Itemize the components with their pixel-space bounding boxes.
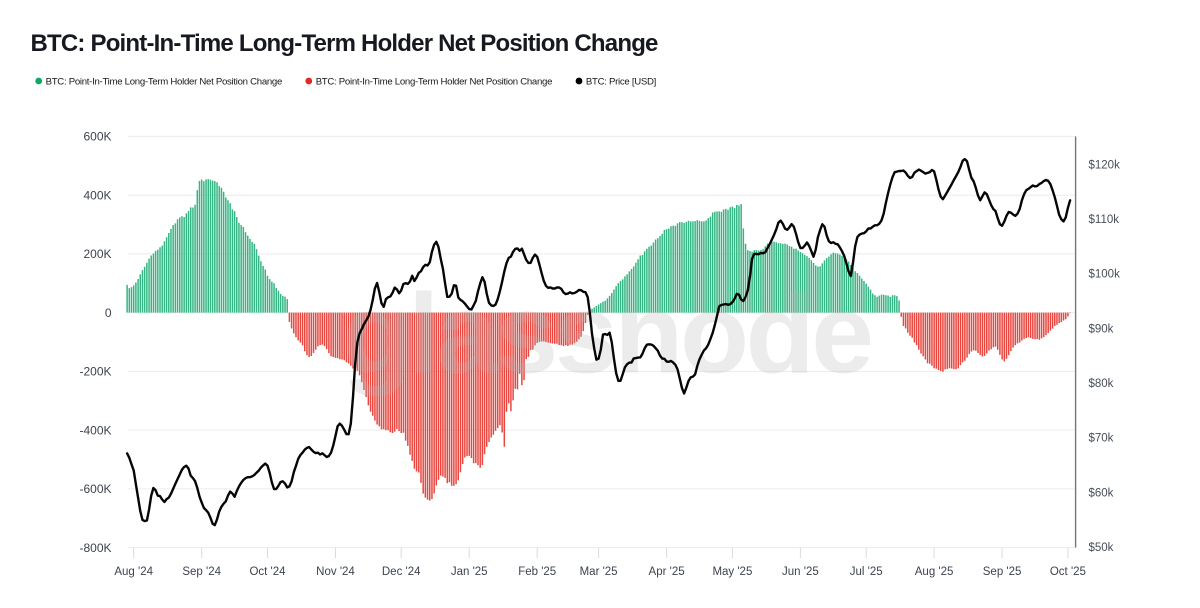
svg-text:-400K: -400K bbox=[79, 423, 111, 437]
svg-text:$90k: $90k bbox=[1089, 323, 1114, 335]
svg-text:$80k: $80k bbox=[1089, 378, 1114, 390]
svg-text:600K: 600K bbox=[83, 130, 111, 144]
svg-text:Aug '25: Aug '25 bbox=[915, 566, 954, 578]
svg-text:400K: 400K bbox=[83, 188, 111, 202]
svg-text:-200K: -200K bbox=[79, 365, 111, 379]
svg-text:Jul '25: Jul '25 bbox=[850, 566, 883, 578]
svg-text:BTC: Point-In-Time Long-Term H: BTC: Point-In-Time Long-Term Holder Net … bbox=[316, 77, 552, 88]
svg-text:BTC: Point-In-Time Long-Term H: BTC: Point-In-Time Long-Term Holder Net … bbox=[46, 77, 282, 88]
svg-text:$60k: $60k bbox=[1089, 487, 1114, 499]
svg-text:$100k: $100k bbox=[1089, 269, 1121, 281]
svg-text:0: 0 bbox=[105, 306, 112, 320]
svg-text:-800K: -800K bbox=[79, 541, 111, 555]
svg-text:-600K: -600K bbox=[79, 482, 111, 496]
svg-text:Sep '25: Sep '25 bbox=[983, 566, 1022, 578]
svg-text:Aug '24: Aug '24 bbox=[114, 566, 153, 578]
svg-text:$120k: $120k bbox=[1089, 159, 1121, 171]
svg-text:Mar '25: Mar '25 bbox=[580, 566, 618, 578]
svg-text:Jun '25: Jun '25 bbox=[782, 566, 819, 578]
svg-text:Nov '24: Nov '24 bbox=[316, 566, 355, 578]
svg-text:BTC: Price [USD]: BTC: Price [USD] bbox=[586, 77, 656, 88]
svg-text:Feb '25: Feb '25 bbox=[518, 566, 556, 578]
svg-text:200K: 200K bbox=[83, 247, 111, 261]
svg-text:Dec '24: Dec '24 bbox=[382, 566, 421, 578]
svg-text:$110k: $110k bbox=[1089, 214, 1120, 226]
svg-text:May '25: May '25 bbox=[712, 566, 752, 578]
svg-text:Apr '25: Apr '25 bbox=[649, 566, 685, 578]
svg-text:Oct '24: Oct '24 bbox=[249, 566, 286, 578]
svg-text:$50k: $50k bbox=[1089, 542, 1114, 554]
svg-text:Jan '25: Jan '25 bbox=[451, 566, 488, 578]
svg-text:Oct '25: Oct '25 bbox=[1050, 566, 1086, 578]
svg-text:Sep '24: Sep '24 bbox=[182, 566, 221, 578]
svg-text:$70k: $70k bbox=[1089, 433, 1114, 445]
svg-text:BTC: Point-In-Time Long-Term H: BTC: Point-In-Time Long-Term Holder Net … bbox=[31, 30, 659, 57]
